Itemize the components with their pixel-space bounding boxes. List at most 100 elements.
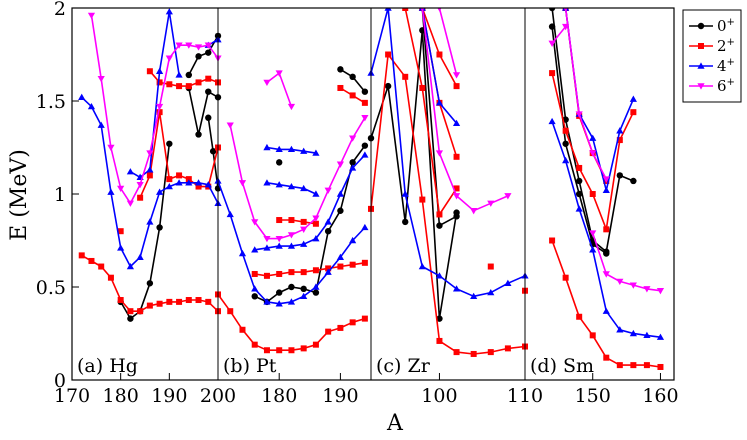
data-point (194, 44, 203, 51)
data-point (436, 211, 443, 218)
data-point (630, 109, 637, 116)
data-point (630, 362, 637, 369)
data-point (227, 308, 234, 315)
data-point (176, 298, 183, 305)
data-point (562, 156, 570, 164)
data-point (603, 226, 610, 233)
series-line (120, 143, 171, 320)
x-tick-label: 150 (575, 385, 611, 407)
series-line (591, 232, 661, 292)
data-point (629, 282, 637, 289)
data-point (146, 302, 153, 309)
data-point (146, 172, 153, 179)
data-point (435, 99, 444, 106)
data-point (107, 188, 115, 195)
data-point (349, 135, 357, 142)
data-point (575, 205, 583, 212)
data-point (276, 347, 283, 354)
data-point (419, 84, 426, 91)
panel-4 (548, 8, 665, 370)
data-point (325, 328, 332, 335)
y-tick-label: 0 (54, 370, 66, 392)
legend-label: 6+ (717, 77, 735, 95)
data-point (402, 8, 409, 11)
data-point (487, 288, 495, 296)
data-point (127, 308, 134, 315)
data-point (275, 70, 283, 77)
data-point (146, 280, 154, 287)
series-line (551, 26, 567, 44)
series-line (370, 29, 458, 320)
data-point (576, 164, 583, 171)
legend-item-4plus: 4+ (689, 57, 735, 75)
data-point (616, 172, 624, 179)
data-point (205, 88, 212, 95)
data-point (312, 289, 320, 296)
legend-marker (697, 62, 705, 69)
series-6plus (226, 70, 369, 243)
data-point (185, 176, 192, 183)
data-point (337, 84, 344, 91)
data-point (435, 150, 444, 157)
data-point (563, 8, 568, 12)
data-point (137, 194, 144, 201)
data-point (643, 286, 651, 293)
data-point (337, 207, 344, 214)
x-tick-label: 170 (54, 385, 90, 407)
data-point (185, 42, 193, 49)
data-point (176, 83, 183, 90)
data-point (616, 326, 624, 333)
data-point (470, 350, 477, 357)
data-point (126, 200, 134, 207)
data-point (312, 190, 320, 197)
data-point (630, 177, 637, 185)
data-point (401, 190, 409, 197)
data-point (205, 114, 212, 121)
x-tick-label: 180 (103, 385, 139, 407)
data-point (300, 147, 308, 154)
data-point (238, 249, 247, 257)
data-point (548, 23, 556, 30)
data-point (643, 331, 651, 339)
data-point (263, 298, 271, 305)
legend-label: 2+ (717, 37, 735, 55)
data-point (156, 109, 163, 116)
data-point (349, 261, 356, 268)
x-tick-label: 160 (642, 385, 678, 407)
panel-label: (c) Zr (376, 355, 431, 377)
data-point (562, 127, 569, 134)
data-point (349, 92, 356, 99)
data-point (276, 217, 283, 224)
data-point (402, 218, 409, 226)
data-point (436, 51, 443, 58)
series-6plus (420, 8, 512, 215)
data-point (287, 103, 296, 111)
data-point (349, 73, 356, 81)
panel-label: (d) Sm (530, 355, 594, 377)
data-point (603, 250, 610, 257)
data-point (176, 172, 183, 179)
data-point (643, 362, 650, 369)
data-point (156, 300, 163, 307)
data-point (263, 79, 271, 86)
data-point (470, 208, 478, 215)
x-axis: 170 180 190 200 180 190 100 110 150 160 (54, 373, 679, 407)
data-point (452, 119, 461, 127)
data-point (78, 93, 86, 100)
data-point (98, 263, 105, 270)
data-point (117, 297, 124, 304)
series-line (188, 87, 219, 136)
data-point (117, 185, 125, 193)
data-point (97, 75, 105, 83)
data-point (195, 183, 202, 190)
data-point (616, 137, 623, 144)
data-point (504, 345, 511, 352)
data-point (453, 349, 460, 356)
series-6plus (548, 8, 665, 295)
data-point (589, 134, 597, 141)
data-point (616, 278, 624, 286)
data-point (548, 8, 556, 12)
series-line (564, 8, 608, 180)
data-point (185, 297, 192, 304)
